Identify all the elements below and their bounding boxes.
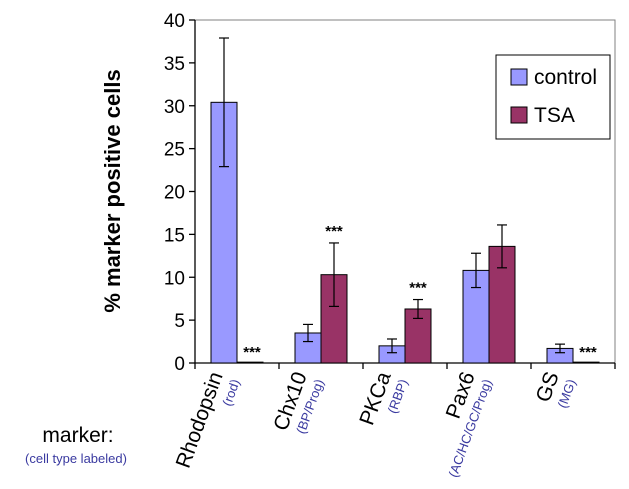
category-label: Rhodopsin — [172, 369, 228, 471]
x-ticks — [194, 363, 616, 369]
significance-label: *** — [579, 344, 597, 361]
y-tick-label: 15 — [164, 225, 185, 246]
y-tick-label: 10 — [164, 268, 185, 289]
category-label-group: Chx10(BP/Prog) — [269, 369, 326, 436]
legend-swatch-control — [510, 68, 528, 86]
y-tick-label: 0 — [174, 354, 185, 375]
y-tick-label: 5 — [174, 311, 185, 332]
marker-row-label: marker: — [42, 424, 113, 447]
error-bars — [219, 37, 565, 354]
category-label-group: GS(MG) — [532, 369, 579, 410]
y-tick-label: 25 — [164, 140, 185, 161]
significance-label: *** — [325, 223, 343, 240]
bar-tsa-rhodopsin — [236, 361, 264, 364]
y-tick-label: 30 — [164, 97, 185, 118]
legend-swatch-tsa — [510, 106, 528, 124]
significance-label: *** — [243, 344, 261, 361]
bar-control-rhodopsin — [210, 101, 238, 364]
cell-type-row-label: (cell type labeled) — [25, 451, 127, 466]
category-label-group: PKCa(RBP) — [355, 369, 410, 429]
y-tick-label: 20 — [164, 183, 185, 204]
y-tick-label: 40 — [164, 11, 185, 32]
category-label-group: Pax6(AC/HC/GC/Prog) — [442, 369, 495, 479]
category-labels: Rhodopsin(rod) Chx10(BP/Prog) PKCa(RBP) Pax… — [172, 369, 579, 480]
y-tick-label: 35 — [164, 54, 185, 75]
bars — [210, 101, 600, 364]
bar-tsa-gs — [572, 361, 600, 364]
significance-labels: *** *** *** *** — [243, 223, 597, 361]
significance-label: *** — [409, 280, 427, 297]
legend: control TSA — [495, 54, 611, 140]
legend-label-control: control — [534, 66, 597, 89]
y-axis-label: % marker positive cells — [100, 69, 125, 312]
category-label-group: Rhodopsin(rod) — [172, 369, 243, 471]
y-ticks: 0 5 10 15 20 25 30 35 40 — [164, 11, 195, 375]
legend-label-tsa: TSA — [534, 104, 575, 127]
